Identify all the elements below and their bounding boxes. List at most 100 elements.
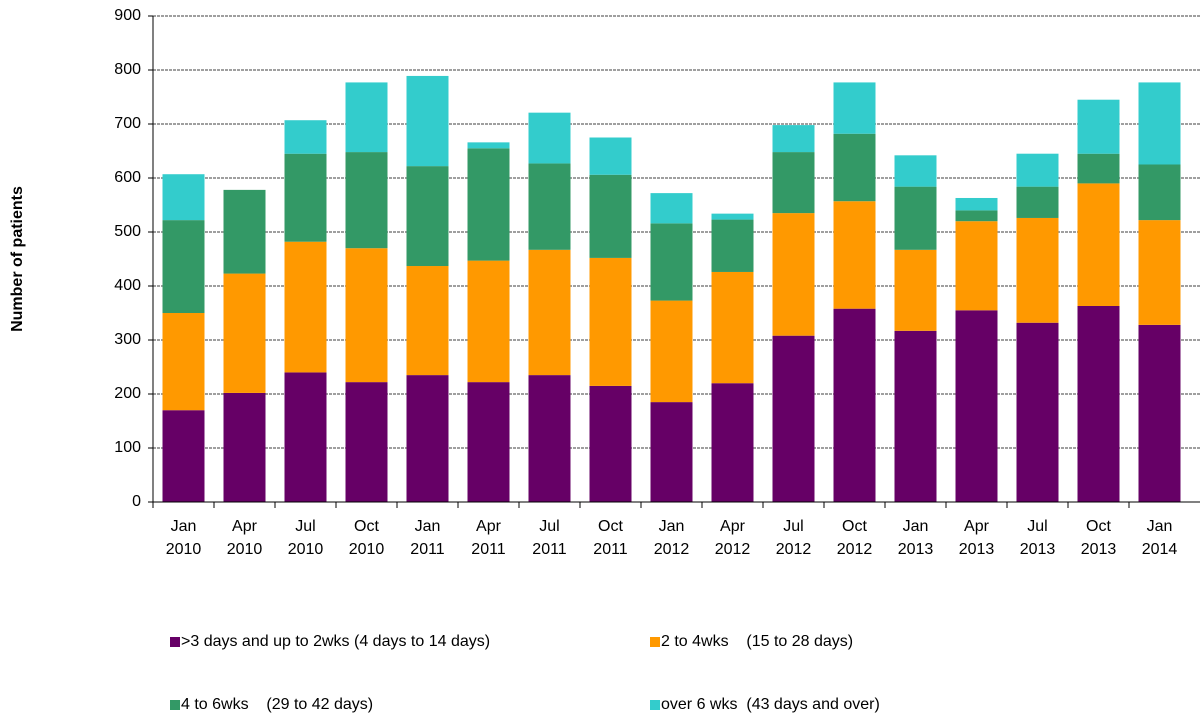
bar-segment <box>467 142 510 149</box>
legend-label: 2 to 4wks (15 to 28 days) <box>661 633 853 650</box>
legend-swatch <box>170 637 180 647</box>
y-tick-label: 500 <box>114 223 141 240</box>
bar-segment <box>467 260 510 383</box>
bar-segment <box>589 174 632 258</box>
y-tick-label: 300 <box>114 331 141 348</box>
bar-segment <box>284 372 327 502</box>
x-tick-label: Jul 2013 <box>1020 518 1056 558</box>
bar-segment <box>162 220 205 313</box>
bar-segment <box>955 197 998 211</box>
x-tick-label: Jan 2011 <box>410 518 445 558</box>
bar-segment <box>345 248 388 383</box>
bar-segment <box>1138 220 1181 325</box>
x-tick-label: Jan 2012 <box>654 518 690 558</box>
x-tick-label: Apr 2010 <box>227 518 263 558</box>
bar-segment <box>589 137 632 175</box>
bar-segment <box>833 201 876 309</box>
x-tick-label: Jan 2010 <box>166 518 202 558</box>
x-tick-label: Jan 2013 <box>898 518 934 558</box>
bar-segment <box>406 266 449 376</box>
bar-segment <box>650 223 693 301</box>
bar-segment <box>345 382 388 502</box>
bar-segment <box>162 174 205 221</box>
y-tick-label: 100 <box>114 439 141 456</box>
bar-segment <box>223 392 266 502</box>
bar-segment <box>772 125 815 153</box>
x-tick-label: Jul 2011 <box>532 518 567 558</box>
bar-segment <box>833 82 876 134</box>
bar-segment <box>1138 82 1181 165</box>
legend-label: >3 days and up to 2wks (4 days to 14 day… <box>181 633 490 650</box>
bar-segment <box>833 308 876 502</box>
y-tick-label: 0 <box>132 493 141 510</box>
bar-segment <box>711 213 754 220</box>
bar-segment <box>528 112 571 164</box>
legend-swatch <box>650 637 660 647</box>
bar-segment <box>284 120 327 154</box>
bar-segment <box>1077 153 1120 184</box>
bar-segment <box>467 382 510 502</box>
bar-segment <box>1077 305 1120 502</box>
bar-segment <box>955 310 998 502</box>
x-tick-label: Apr 2013 <box>959 518 995 558</box>
y-tick-label: 800 <box>114 61 141 78</box>
bar-segment <box>833 133 876 202</box>
bar-segment <box>894 186 937 250</box>
bar-segment <box>772 335 815 502</box>
y-tick-label: 700 <box>114 115 141 132</box>
x-tick-label: Jul 2012 <box>776 518 812 558</box>
bar-segment <box>650 300 693 403</box>
bar-segment <box>345 82 388 153</box>
bar-segment <box>894 330 937 502</box>
x-tick-label: Oct 2012 <box>837 518 873 558</box>
bar-segment <box>650 402 693 502</box>
bar-segment <box>1016 186 1059 218</box>
y-tick-label: 400 <box>114 277 141 294</box>
bar-segment <box>528 249 571 376</box>
bar-segment <box>955 221 998 311</box>
bar-segment <box>894 155 937 187</box>
bar-segment <box>1077 99 1120 154</box>
bar-segment <box>223 189 266 274</box>
bar-segment <box>772 152 815 214</box>
bar-segment <box>711 271 754 384</box>
y-tick-label: 900 <box>114 7 141 24</box>
bar-segment <box>711 219 754 272</box>
x-tick-label: Oct 2011 <box>593 518 628 558</box>
bar-segment <box>162 313 205 411</box>
bar-segment <box>1077 183 1120 306</box>
bar-segment <box>223 273 266 393</box>
bar-segment <box>1138 164 1181 221</box>
bar-segment <box>528 163 571 250</box>
x-tick-label: Jan 2014 <box>1142 518 1178 558</box>
x-tick-label: Oct 2013 <box>1081 518 1117 558</box>
bar-segment <box>467 148 510 261</box>
y-tick-label: 600 <box>114 169 141 186</box>
bar-segment <box>345 152 388 249</box>
bar-segment <box>1016 322 1059 502</box>
y-tick-label: 200 <box>114 385 141 402</box>
bar-segment <box>772 213 815 336</box>
bar-segment <box>1138 324 1181 502</box>
legend-swatch <box>650 700 660 710</box>
bar-segment <box>406 166 449 267</box>
bar-segment <box>589 385 632 502</box>
bar-segment <box>589 257 632 386</box>
bar-segment <box>406 375 449 502</box>
x-tick-label: Oct 2010 <box>349 518 385 558</box>
x-tick-label: Jul 2010 <box>288 518 324 558</box>
x-tick-label: Apr 2011 <box>471 518 506 558</box>
bar-segment <box>528 375 571 502</box>
y-axis-label: Number of patients <box>9 186 26 332</box>
bar-segment <box>650 193 693 224</box>
bar-segment <box>162 410 205 502</box>
x-tick-label: Apr 2012 <box>715 518 751 558</box>
bar-segment <box>711 383 754 502</box>
bar-segment <box>284 241 327 373</box>
bar-segment <box>1016 217 1059 323</box>
legend-label: over 6 wks (43 days and over) <box>661 696 880 713</box>
legend-label: 4 to 6wks (29 to 42 days) <box>181 696 373 713</box>
bar-segment <box>284 153 327 242</box>
bar-segment <box>894 249 937 331</box>
